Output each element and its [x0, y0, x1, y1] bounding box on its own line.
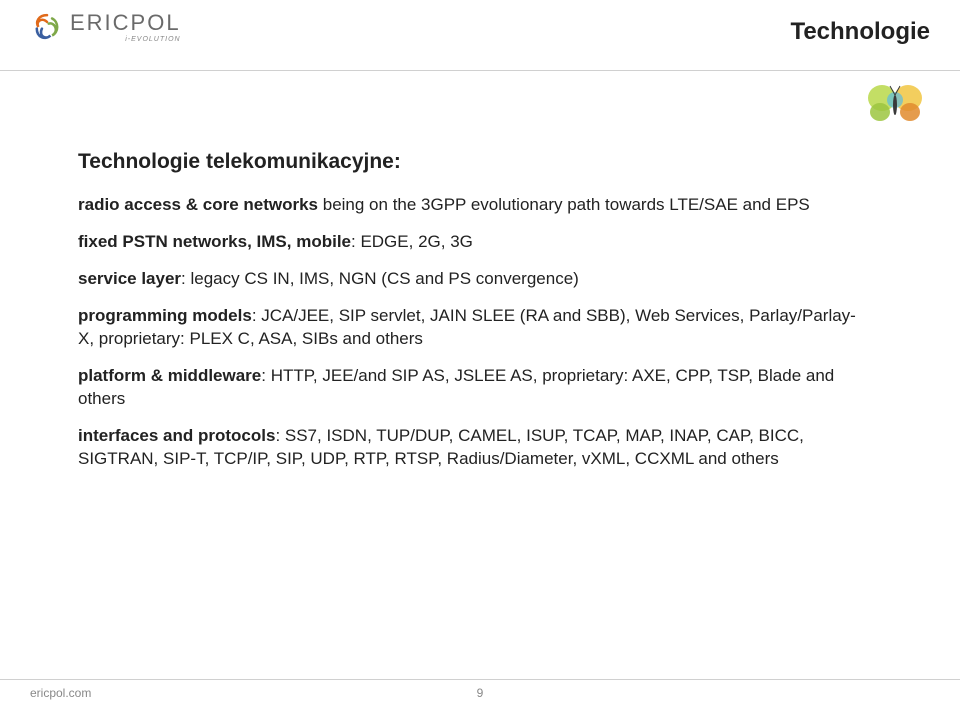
item-text: being on the 3GPP evolutionary path towa…: [318, 195, 810, 214]
item-label: service layer: [78, 269, 181, 288]
content: Technologie telekomunikacyjne: radio acc…: [78, 150, 868, 484]
page-title: Technologie: [790, 18, 930, 46]
logo-tagline: i-EVOLUTION: [125, 36, 180, 43]
list-item: platform & middleware: HTTP, JEE/and SIP…: [78, 365, 868, 411]
item-label: interfaces and protocols: [78, 426, 275, 445]
item-label: fixed PSTN networks, IMS, mobile: [78, 232, 351, 251]
item-label: platform & middleware: [78, 366, 261, 385]
footer: ericpol.com 9: [0, 679, 960, 710]
logo: ERICPOL i-EVOLUTION: [30, 10, 181, 44]
footer-site: ericpol.com: [30, 686, 91, 700]
list-item: interfaces and protocols: SS7, ISDN, TUP…: [78, 425, 868, 471]
item-label: radio access & core networks: [78, 195, 318, 214]
item-label: programming models: [78, 306, 252, 325]
logo-swirl-icon: [30, 10, 64, 44]
header: ERICPOL i-EVOLUTION Technologie: [0, 0, 960, 71]
logo-text-group: ERICPOL i-EVOLUTION: [70, 12, 181, 43]
list-item: programming models: JCA/JEE, SIP servlet…: [78, 305, 868, 351]
item-text: : EDGE, 2G, 3G: [351, 232, 473, 251]
item-text: : legacy CS IN, IMS, NGN (CS and PS conv…: [181, 269, 579, 288]
list-item: radio access & core networks being on th…: [78, 194, 868, 217]
section-subtitle: Technologie telekomunikacyjne:: [78, 150, 868, 174]
logo-name: ERICPOL: [70, 12, 181, 34]
list-item: fixed PSTN networks, IMS, mobile: EDGE, …: [78, 231, 868, 254]
butterfly-icon: [862, 80, 928, 128]
list-item: service layer: legacy CS IN, IMS, NGN (C…: [78, 268, 868, 291]
footer-page-number: 9: [477, 686, 484, 700]
